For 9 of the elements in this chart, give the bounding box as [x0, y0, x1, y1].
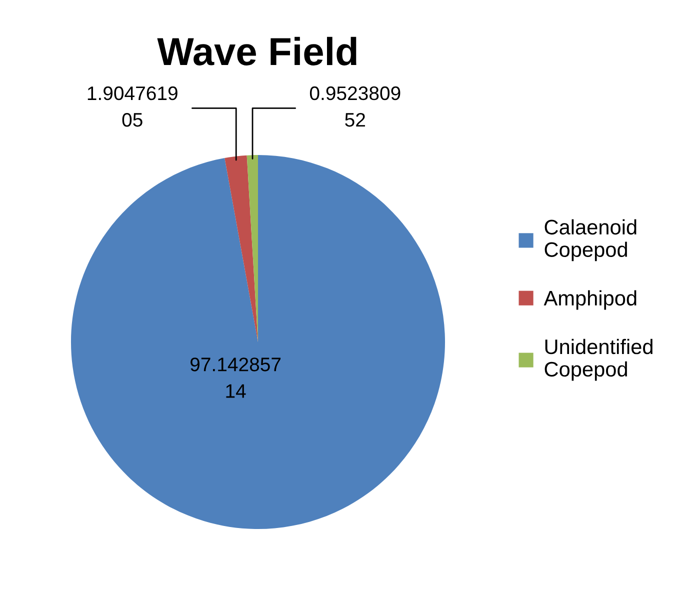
data-label: 0.952380952 — [310, 86, 400, 127]
legend-label: Unidentified Copepod — [544, 338, 652, 381]
chart-title: Wave Field — [157, 36, 356, 66]
pie-slice — [224, 155, 258, 342]
legend-label: Calaenoid Copepod — [544, 219, 636, 262]
legend-label: Amphipod — [544, 290, 636, 310]
data-label: 1.904761905 — [88, 86, 178, 127]
data-label: 97.14285714 — [190, 358, 281, 398]
pie-slice — [70, 154, 445, 530]
